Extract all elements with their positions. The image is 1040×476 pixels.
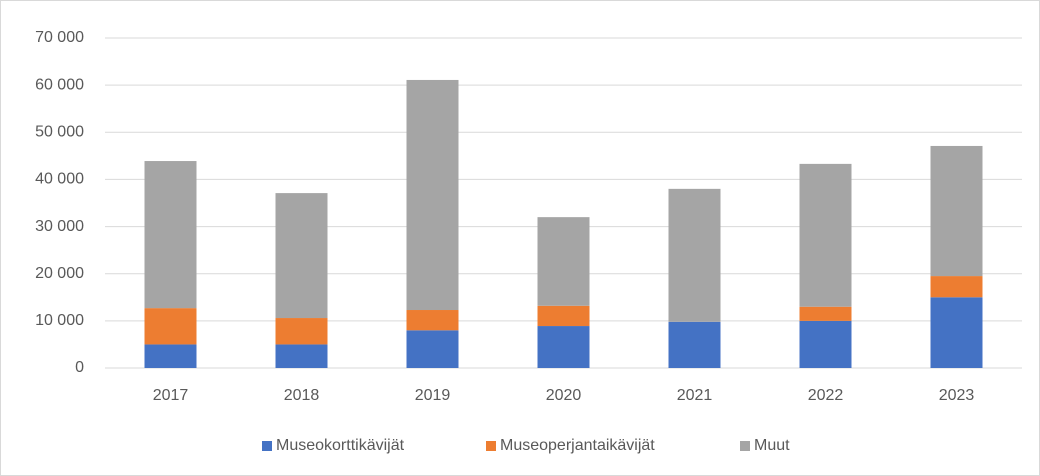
y-tick-label: 10 000 (35, 312, 84, 329)
bar-segment (537, 305, 590, 327)
bar-segment (668, 321, 721, 368)
bar-segment (668, 188, 721, 322)
bar-segment (537, 217, 590, 306)
x-tick-label: 2023 (939, 387, 975, 404)
bar-segment (144, 161, 197, 309)
bar-segment (275, 193, 328, 319)
y-tick-label: 70 000 (35, 29, 84, 46)
bar-segment (799, 306, 852, 321)
x-tick-label: 2021 (677, 387, 713, 404)
y-tick-label: 0 (75, 359, 84, 376)
bar-segment (275, 344, 328, 368)
legend-swatch (740, 441, 750, 451)
bar-segment (406, 79, 459, 311)
bar-segment (537, 326, 590, 368)
bar-segment (930, 145, 983, 277)
legend-label: Muut (754, 437, 790, 454)
legend-swatch (486, 441, 496, 451)
y-tick-label: 50 000 (35, 124, 84, 141)
bar-segment (144, 308, 197, 345)
bar-segment (799, 320, 852, 368)
bar-segment (930, 297, 983, 368)
y-tick-label: 40 000 (35, 171, 84, 188)
legend-label: Museokorttikävijät (276, 437, 405, 454)
y-tick-label: 60 000 (35, 76, 84, 93)
bar-segment (144, 344, 197, 368)
x-tick-label: 2018 (284, 387, 320, 404)
x-tick-label: 2022 (808, 387, 844, 404)
legend-swatch (262, 441, 272, 451)
y-tick-label: 30 000 (35, 218, 84, 235)
y-tick-label: 20 000 (35, 265, 84, 282)
bar-segment (275, 318, 328, 345)
legend-label: Museoperjantaikävijät (500, 437, 655, 454)
bar-segment (799, 163, 852, 307)
bar-segment (406, 310, 459, 331)
x-tick-label: 2020 (546, 387, 582, 404)
x-tick-label: 2017 (153, 387, 189, 404)
bar-segment (930, 276, 983, 298)
bar-segment (406, 330, 459, 368)
x-tick-label: 2019 (415, 387, 451, 404)
